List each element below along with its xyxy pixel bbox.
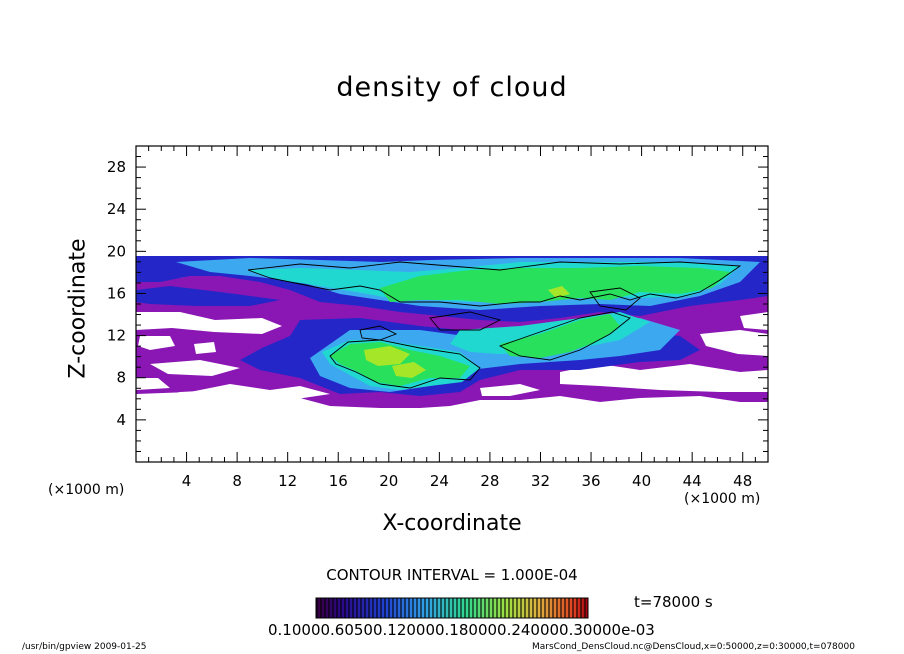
y-tick-label: 12 bbox=[107, 327, 126, 345]
x-tick-label: 24 bbox=[430, 472, 449, 490]
x-tick-label: 44 bbox=[683, 472, 702, 490]
x-axis: 4 8 12 16 20 24 28 32 36 40 44 48 bbox=[135, 146, 769, 490]
x-tick-label: 8 bbox=[232, 472, 242, 490]
x-unit-right: (×1000 m) bbox=[684, 491, 761, 507]
x-tick-label: 4 bbox=[182, 472, 192, 490]
footer-right: MarsCond_DensCloud.nc@DensCloud,x=0:5000… bbox=[532, 642, 855, 652]
x-tick-label: 20 bbox=[379, 472, 398, 490]
colorbar bbox=[315, 597, 589, 619]
chart-title: density of cloud bbox=[336, 72, 568, 103]
colorbar-frame bbox=[315, 597, 589, 619]
x-tick-label: 32 bbox=[531, 472, 550, 490]
x-tick-label: 28 bbox=[480, 472, 499, 490]
y-tick-label: 8 bbox=[116, 369, 126, 387]
contour-lines bbox=[247, 261, 742, 389]
colorbar-stripes bbox=[316, 598, 588, 618]
contour-interval-label: CONTOUR INTERVAL = 1.000E-04 bbox=[326, 566, 578, 584]
time-label: t=78000 s bbox=[634, 593, 713, 611]
x-tick-label: 36 bbox=[581, 472, 600, 490]
footer-left: /usr/bin/gpview 2009-01-25 bbox=[22, 642, 147, 652]
y-tick-label: 20 bbox=[107, 242, 126, 260]
field-yellow-green bbox=[364, 286, 570, 378]
colorbar-labels: 0.10000.60500.120000.180000.240000.30000… bbox=[268, 621, 655, 639]
x-tick-label: 48 bbox=[733, 472, 752, 490]
y-tick-label: 28 bbox=[107, 158, 126, 176]
x-tick-label: 16 bbox=[329, 472, 348, 490]
x-unit-left: (×1000 m) bbox=[48, 482, 125, 498]
y-tick-label: 4 bbox=[116, 411, 126, 429]
x-tick-label: 12 bbox=[278, 472, 297, 490]
x-axis-label: X-coordinate bbox=[382, 511, 522, 536]
y-axis: 4 8 12 16 20 24 28 bbox=[107, 145, 768, 463]
y-tick-label: 24 bbox=[107, 200, 126, 218]
x-tick-label: 40 bbox=[632, 472, 651, 490]
y-axis-label: Z-coordinate bbox=[65, 238, 91, 379]
y-tick-label: 16 bbox=[107, 284, 126, 302]
density-field bbox=[136, 256, 768, 408]
